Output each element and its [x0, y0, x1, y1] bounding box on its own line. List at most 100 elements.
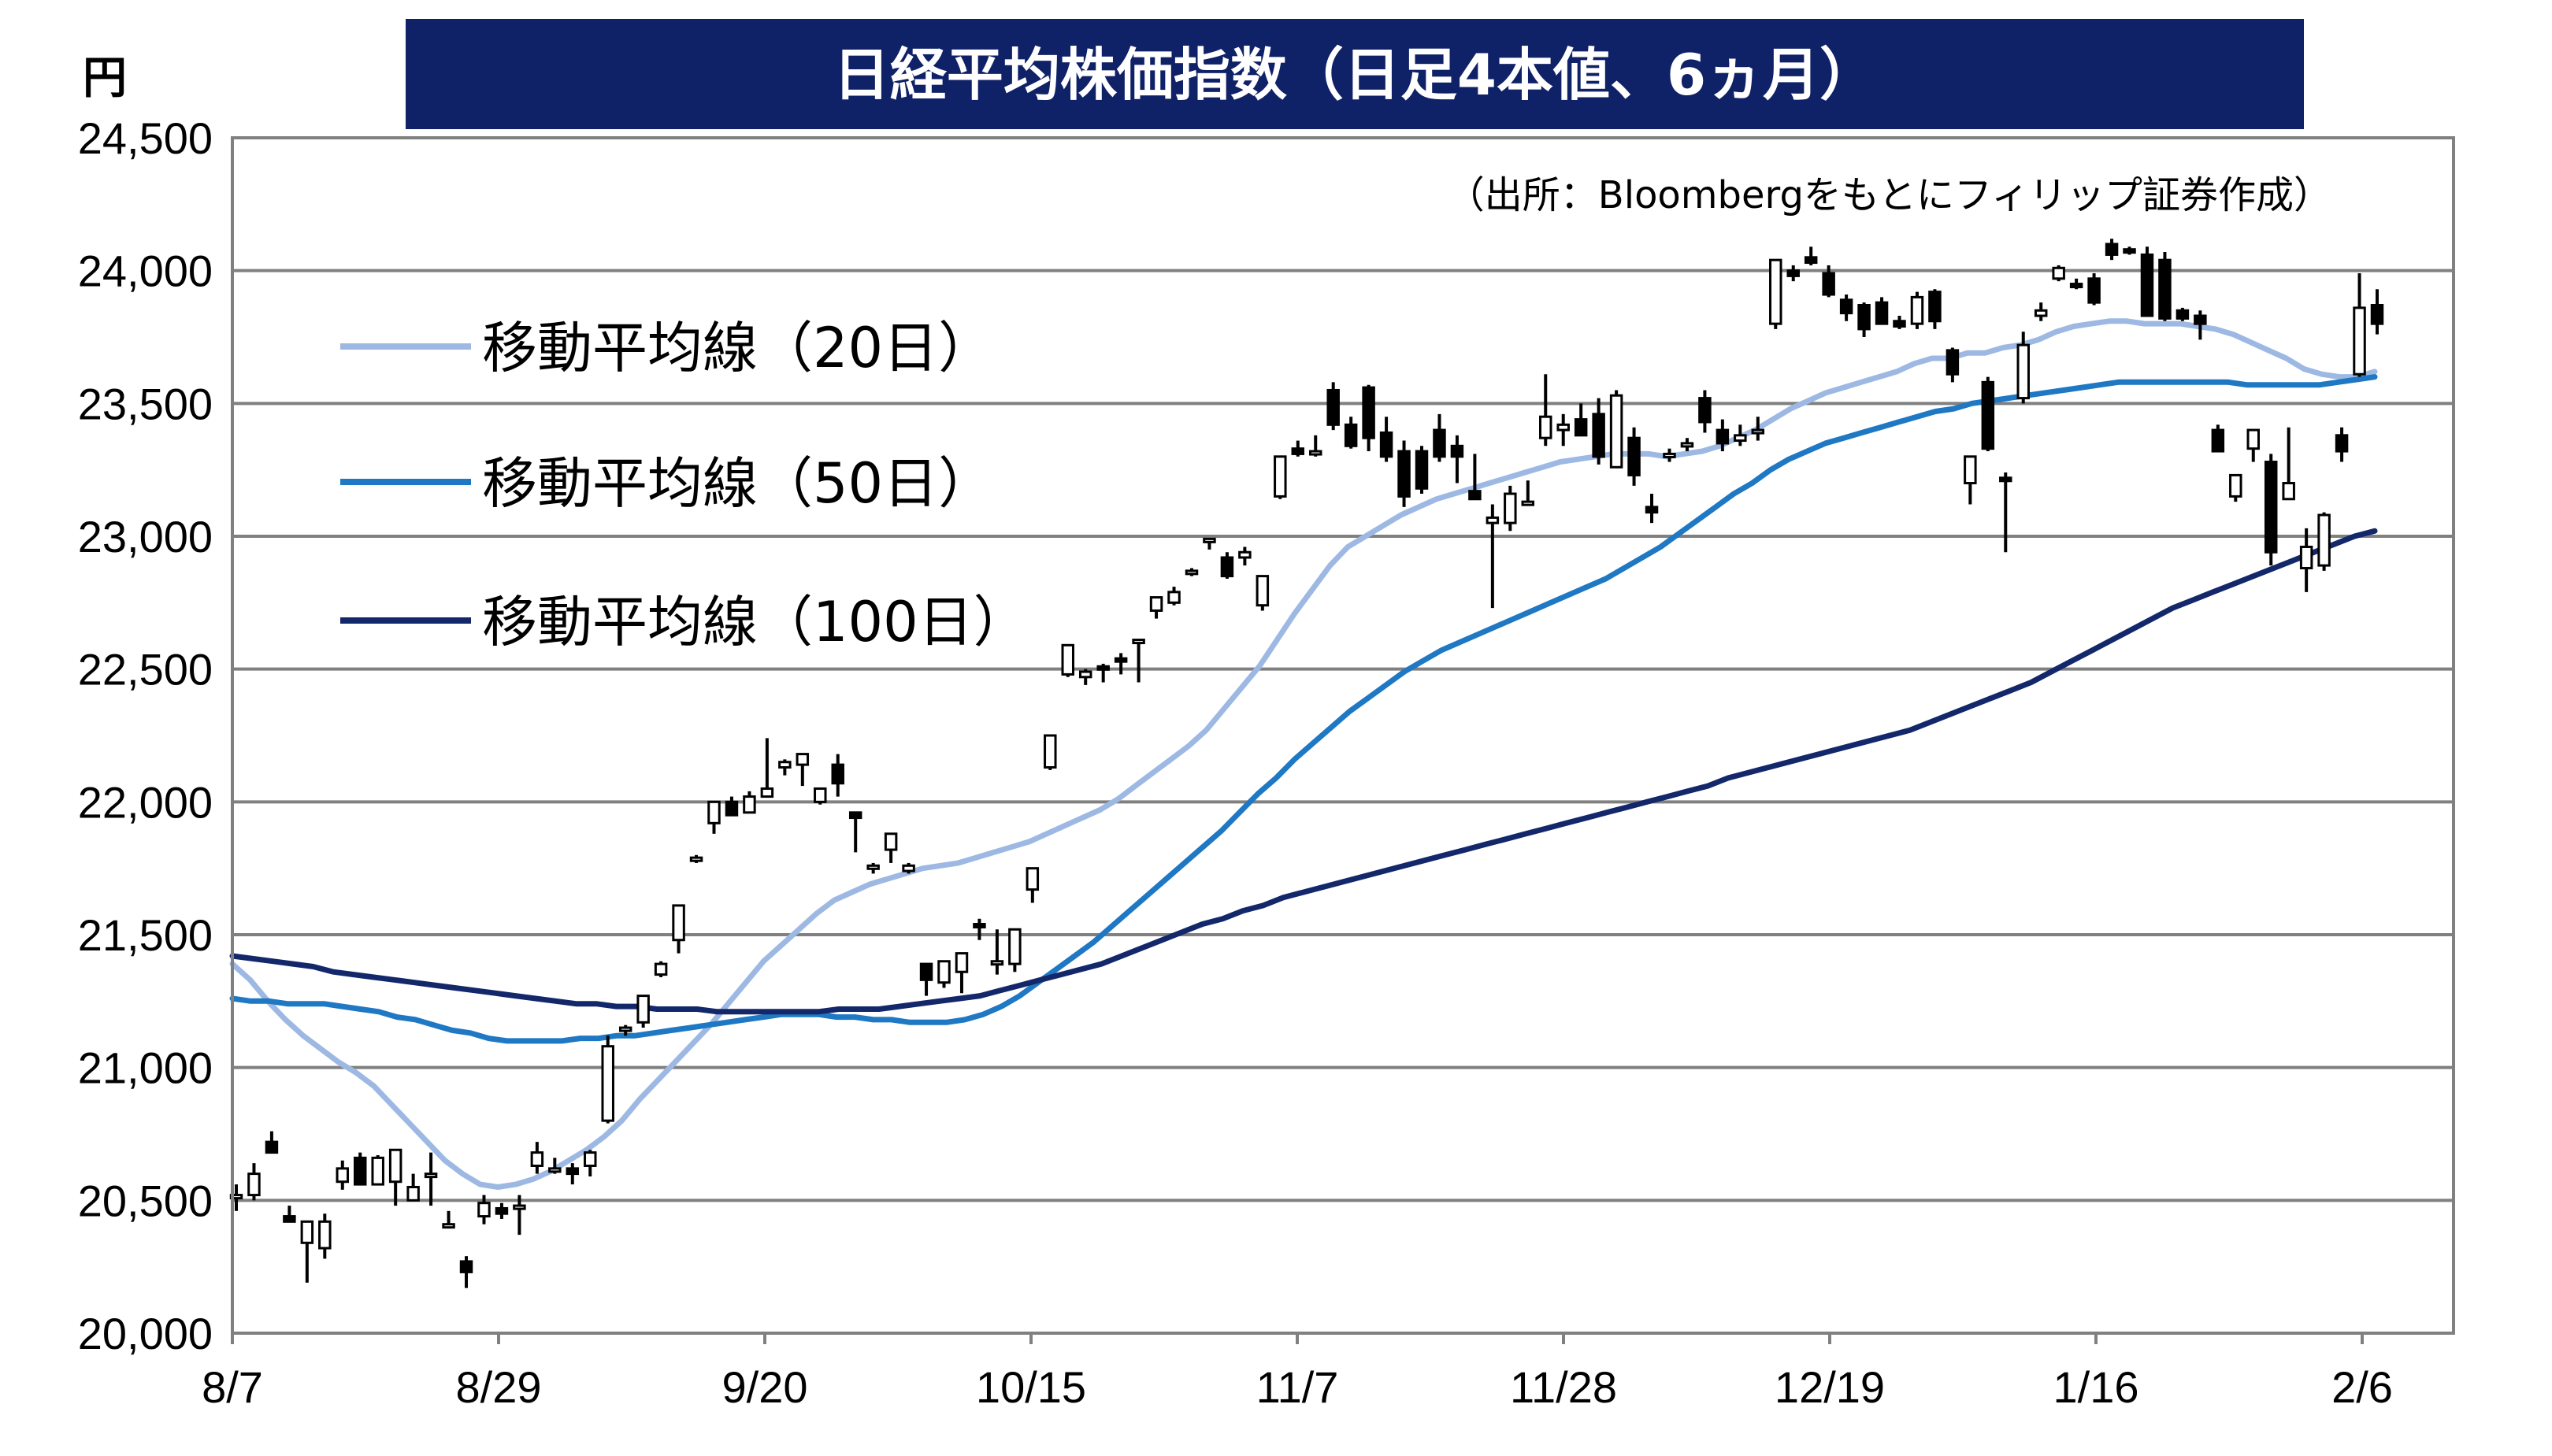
candlestick: [725, 796, 739, 817]
x-tick-label: 12/19: [1775, 1362, 1885, 1412]
candle-body: [1734, 434, 1747, 443]
y-tick-label: 21,000: [78, 1043, 213, 1093]
candle-body: [566, 1167, 580, 1176]
candle-body: [530, 1151, 544, 1167]
candlestick: [937, 960, 951, 988]
candlestick: [1167, 587, 1181, 606]
candle-body: [336, 1167, 350, 1184]
candlestick: [1397, 440, 1411, 507]
candle-body: [814, 787, 827, 803]
candle-body: [725, 800, 739, 817]
candlestick: [265, 1131, 279, 1154]
candle-body: [300, 1220, 314, 1244]
candle-body: [1344, 423, 1358, 447]
candle-body: [1999, 476, 2012, 483]
candlestick: [2211, 424, 2225, 453]
candle-body: [1415, 450, 1429, 490]
candle-body: [1238, 550, 1252, 559]
candlestick: [2370, 289, 2384, 335]
candle-body: [1857, 304, 1871, 331]
candlestick: [1928, 289, 1942, 329]
candle-body: [1769, 258, 1782, 325]
candlestick: [1663, 448, 1676, 462]
candle-body: [1928, 291, 1942, 323]
candlestick: [1804, 246, 1818, 265]
candle-body: [2317, 513, 2331, 567]
ma100-line: [229, 528, 2378, 1015]
candlestick: [1008, 928, 1022, 973]
candle-body: [1397, 450, 1411, 498]
candlestick: [743, 791, 756, 814]
candlestick: [2353, 273, 2366, 377]
legend-item-ma100: 移動平均線（100日）: [340, 590, 1029, 654]
candle-body: [2335, 434, 2349, 453]
candle-body: [990, 960, 1004, 966]
candle-body: [2034, 309, 2048, 317]
candle-body: [495, 1206, 509, 1215]
candle-body: [1167, 591, 1181, 604]
candlestick: [1627, 427, 1641, 486]
candlestick: [1839, 295, 1853, 321]
candlesticks: [229, 239, 2384, 1288]
candle-body: [1981, 380, 1995, 450]
candlestick: [654, 961, 668, 977]
candle-body: [2069, 283, 2083, 289]
candle-body: [1574, 418, 1588, 437]
candle-body: [902, 864, 915, 872]
candle-body: [1609, 394, 1623, 469]
candlestick: [1680, 438, 1694, 452]
x-tick-label: 10/15: [976, 1362, 1086, 1412]
candle-body: [1680, 442, 1694, 448]
candlestick: [636, 995, 650, 1028]
candlestick: [1379, 417, 1393, 462]
candlestick: [1857, 302, 1871, 337]
candle-body: [1044, 734, 1057, 769]
candle-body: [689, 856, 703, 862]
y-tick-label: 20,000: [78, 1309, 213, 1358]
candle-body: [1061, 643, 1074, 676]
candlestick: [884, 832, 898, 863]
candlestick: [477, 1195, 491, 1224]
title-banner: [406, 19, 2304, 129]
candle-body: [1433, 428, 1446, 458]
candle-body: [2282, 482, 2295, 501]
candle-body: [937, 960, 951, 984]
candlestick: [1734, 424, 1747, 446]
candlestick: [354, 1152, 367, 1186]
candle-body: [1786, 269, 1800, 277]
candlestick: [2282, 427, 2295, 501]
candlestick: [2317, 512, 2331, 571]
candlestick: [1981, 376, 1995, 452]
candlestick: [689, 854, 703, 863]
candlestick: [318, 1213, 332, 1259]
candlestick: [1433, 413, 1446, 462]
candlestick: [388, 1148, 402, 1206]
candle-body: [1362, 386, 1375, 439]
y-tick-label: 23,000: [78, 512, 213, 561]
candle-body: [1716, 428, 1730, 445]
candlestick: [371, 1154, 384, 1186]
candle-body: [1910, 295, 1924, 325]
source-note: （出所：Bloombergをもとにフィリップ証券作成）: [1447, 173, 2331, 217]
candle-body: [2353, 306, 2366, 376]
candlestick: [866, 862, 880, 874]
candle-body: [1308, 450, 1322, 456]
candle-body: [1203, 537, 1216, 543]
candlestick: [1521, 480, 1535, 506]
candle-body: [778, 761, 792, 769]
candle-body: [2105, 243, 2119, 256]
candle-body: [1521, 500, 1535, 506]
x-tick-label: 9/20: [722, 1362, 808, 1412]
candle-body: [2370, 304, 2384, 325]
candle-body: [247, 1173, 261, 1197]
candlestick: [1026, 867, 1040, 903]
x-tick-label: 11/7: [1256, 1362, 1339, 1412]
candle-body: [283, 1215, 296, 1223]
candle-body: [654, 962, 668, 976]
candlestick: [1875, 297, 1889, 325]
candlestick: [2335, 427, 2349, 462]
candlestick: [1291, 440, 1305, 457]
candlestick: [1910, 291, 1924, 329]
y-tick-label: 24,000: [78, 246, 213, 296]
candlestick: [2016, 332, 2030, 404]
